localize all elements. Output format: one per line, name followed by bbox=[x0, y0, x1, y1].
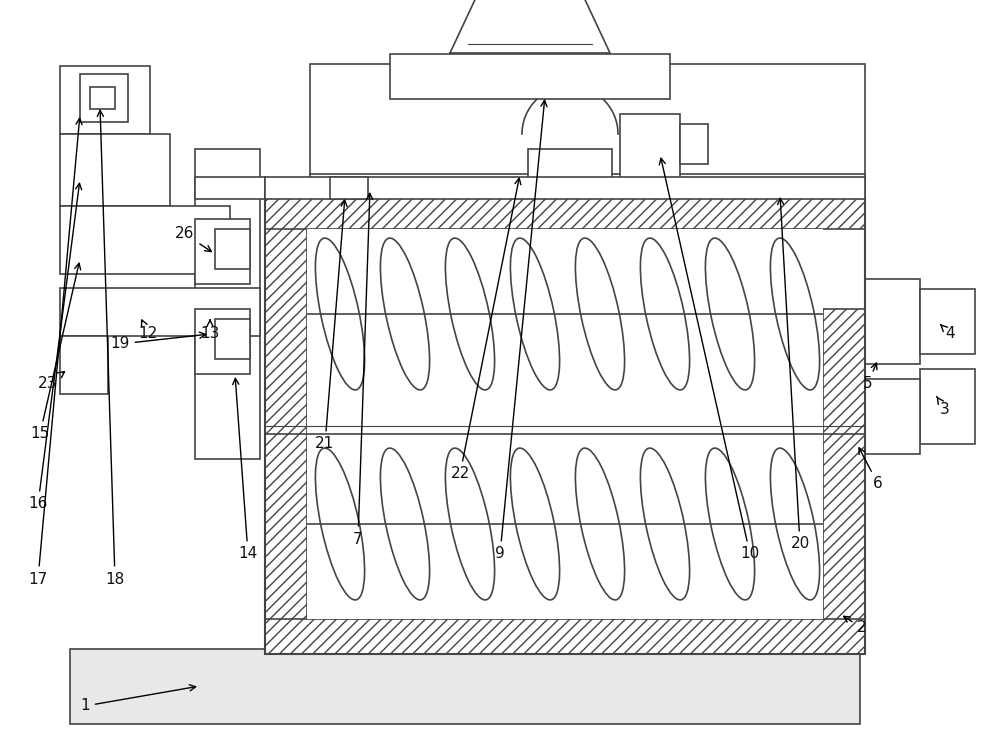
Bar bbox=[823, 309, 865, 654]
Bar bbox=[310, 64, 865, 194]
Bar bbox=[265, 194, 865, 229]
Bar bbox=[70, 649, 860, 724]
Text: 12: 12 bbox=[138, 320, 158, 342]
Bar bbox=[865, 379, 920, 454]
Bar bbox=[920, 369, 975, 444]
Text: 23: 23 bbox=[38, 372, 65, 391]
Bar bbox=[80, 74, 128, 122]
Bar bbox=[265, 177, 865, 199]
Text: 10: 10 bbox=[659, 158, 760, 562]
Bar bbox=[60, 206, 230, 274]
Text: 18: 18 bbox=[97, 110, 125, 587]
Text: 2: 2 bbox=[844, 616, 867, 636]
Bar bbox=[265, 194, 307, 654]
Text: 13: 13 bbox=[200, 320, 220, 342]
Bar bbox=[60, 288, 260, 336]
Text: 5: 5 bbox=[863, 363, 877, 391]
Bar bbox=[265, 619, 865, 654]
Text: 26: 26 bbox=[175, 226, 211, 252]
Text: 1: 1 bbox=[80, 685, 196, 713]
Text: 21: 21 bbox=[315, 201, 347, 452]
Text: 14: 14 bbox=[233, 379, 258, 562]
Text: 7: 7 bbox=[353, 193, 373, 547]
Text: 6: 6 bbox=[859, 448, 883, 492]
Bar bbox=[195, 219, 250, 284]
Text: 3: 3 bbox=[937, 397, 950, 416]
Bar bbox=[865, 279, 920, 364]
Text: 17: 17 bbox=[28, 118, 82, 587]
Bar bbox=[215, 319, 250, 359]
Bar bbox=[310, 174, 865, 194]
Text: 24: 24 bbox=[0, 753, 1, 754]
Text: 16: 16 bbox=[28, 183, 82, 511]
Bar bbox=[680, 124, 708, 164]
Bar bbox=[307, 229, 823, 619]
Text: 22: 22 bbox=[450, 178, 521, 482]
Text: 15: 15 bbox=[30, 263, 81, 442]
Bar bbox=[528, 149, 612, 189]
Bar bbox=[195, 149, 260, 459]
Bar bbox=[60, 66, 150, 134]
Bar bbox=[60, 134, 170, 206]
Bar bbox=[920, 289, 975, 354]
Bar bbox=[265, 194, 865, 654]
Text: 9: 9 bbox=[495, 100, 547, 562]
Bar bbox=[195, 177, 265, 199]
Bar bbox=[390, 54, 670, 99]
Text: 19: 19 bbox=[110, 332, 206, 351]
Text: 4: 4 bbox=[940, 324, 955, 342]
Text: 20: 20 bbox=[778, 198, 810, 551]
Bar bbox=[60, 336, 108, 394]
Bar bbox=[195, 309, 250, 374]
Bar bbox=[215, 229, 250, 269]
Bar bbox=[620, 114, 680, 179]
Bar bbox=[90, 87, 115, 109]
Bar bbox=[330, 177, 368, 199]
